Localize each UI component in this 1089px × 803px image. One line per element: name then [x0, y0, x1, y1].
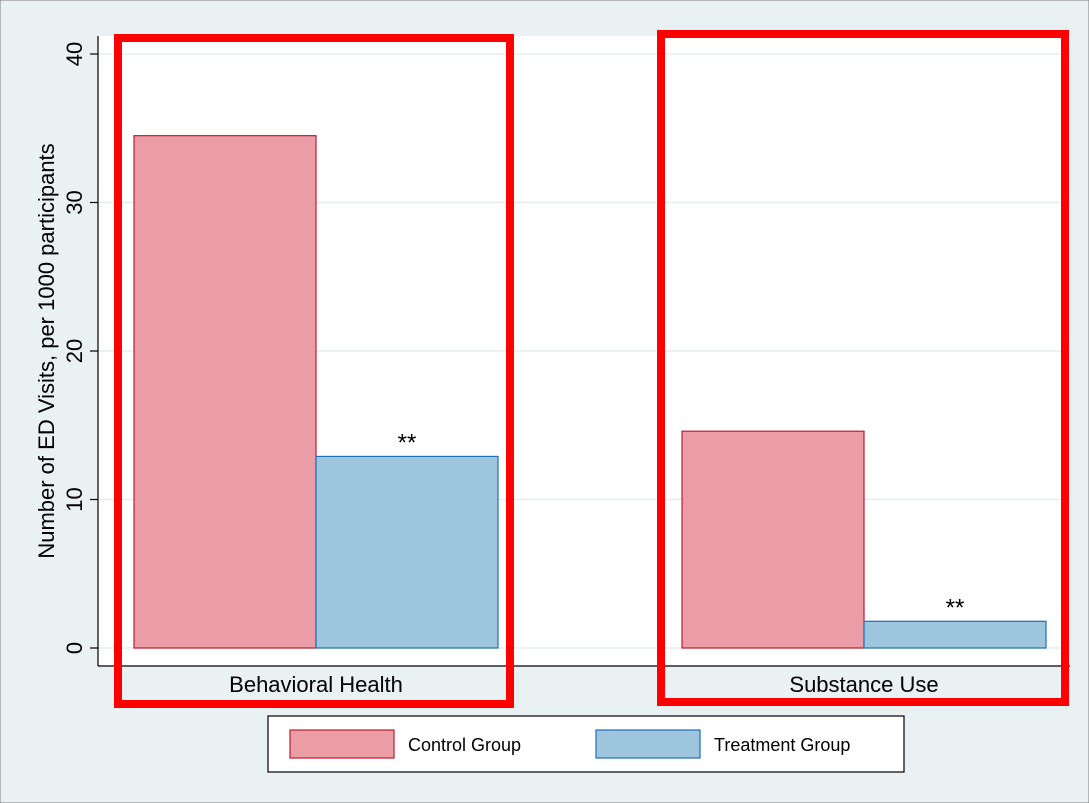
bar-treatment-1: [863, 620, 1047, 649]
y-tick-label: 0: [62, 642, 87, 654]
legend-label: Treatment Group: [714, 735, 850, 755]
bars: [133, 135, 1047, 649]
y-tick-label: 40: [62, 42, 87, 66]
highlight-boxes: [114, 30, 1069, 708]
category-labels: Behavioral Health Substance Use: [229, 672, 938, 697]
highlight-box: [657, 30, 1069, 706]
legend-label: Control Group: [408, 735, 521, 755]
significance-annotations: ** **: [398, 429, 965, 621]
significance-label: **: [946, 594, 965, 621]
legend: Control Group Treatment Group: [267, 715, 905, 773]
significance-label: **: [398, 429, 417, 456]
category-label: Behavioral Health: [229, 672, 403, 697]
bar-control-1: [681, 430, 865, 649]
y-tick-label: 10: [62, 487, 87, 511]
y-tick-label: 30: [62, 190, 87, 214]
y-axis: 0 10 20 30 40: [62, 36, 99, 666]
bar-treatment-0: [315, 455, 499, 649]
highlight-box: [114, 34, 514, 708]
y-axis-label: Number of ED Visits, per 1000 participan…: [34, 143, 59, 558]
bar-control-0: [133, 135, 317, 649]
category-label: Substance Use: [789, 672, 938, 697]
legend-key: [289, 729, 395, 759]
legend-key: [595, 729, 701, 759]
y-tick-label: 20: [62, 339, 87, 363]
